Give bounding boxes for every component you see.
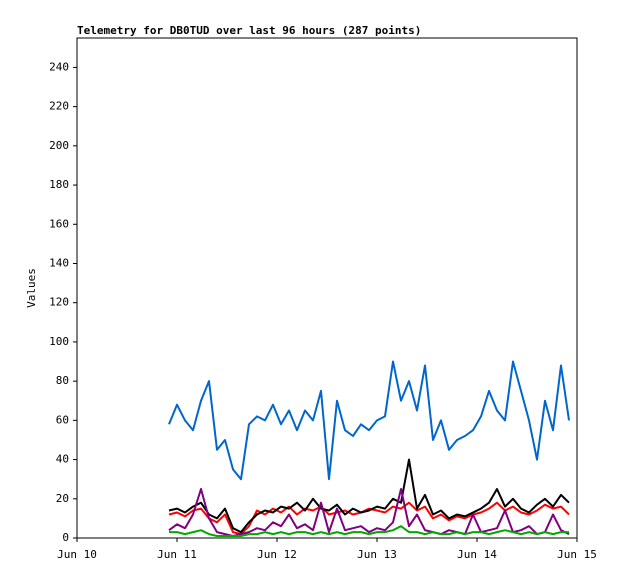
series-line [169, 525, 569, 537]
y-tick-label: 20 [56, 492, 69, 505]
x-tick-label: Jun 12 [257, 548, 297, 561]
x-tick-label: Jun 10 [57, 548, 97, 561]
x-tick-label: Jun 15 [557, 548, 597, 561]
series-line [168, 458, 570, 534]
y-tick-label: 140 [49, 256, 69, 269]
y-tick-label: 120 [49, 296, 69, 309]
y-tick-label: 0 [62, 531, 69, 544]
x-tick-label: Jun 14 [457, 548, 497, 561]
y-tick-label: 220 [49, 100, 69, 113]
x-tick-label: Jun 13 [357, 548, 397, 561]
y-tick-label: 240 [49, 60, 69, 73]
y-axis-label: Values [25, 268, 38, 308]
y-tick-label: 160 [49, 217, 69, 230]
y-tick-label: 40 [56, 453, 69, 466]
y-tick-label: 80 [56, 374, 69, 387]
x-tick-label: Jun 11 [157, 548, 197, 561]
chart-title: Telemetry for DB0TUD over last 96 hours … [77, 24, 421, 37]
y-tick-label: 200 [49, 139, 69, 152]
series-line [168, 501, 570, 536]
y-tick-label: 60 [56, 413, 69, 426]
y-tick-label: 100 [49, 335, 69, 348]
plot-frame [76, 37, 578, 539]
y-tick-label: 180 [49, 178, 69, 191]
series-line [168, 360, 570, 481]
